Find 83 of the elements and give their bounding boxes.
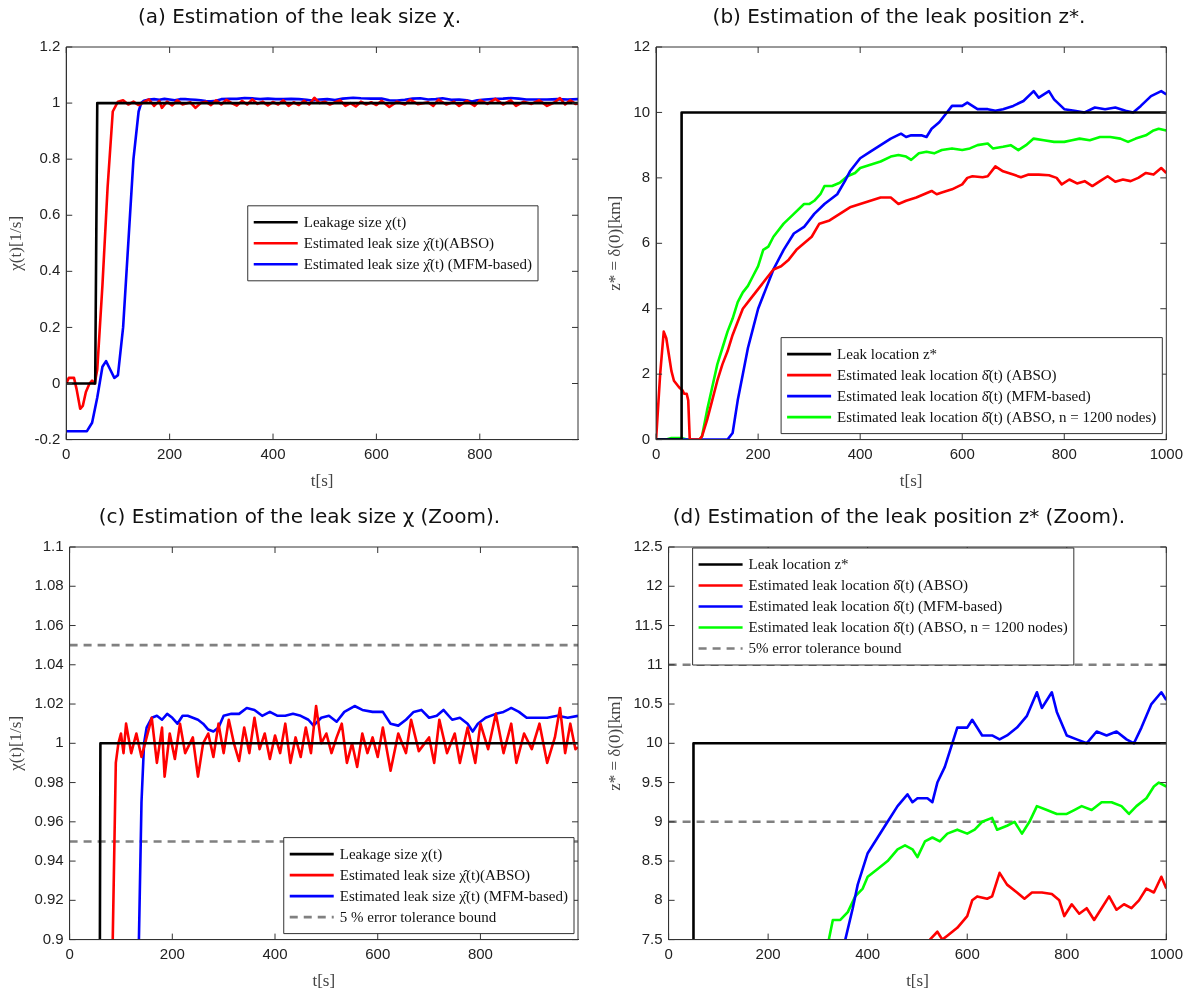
y-tick-label: 10.5 — [633, 694, 663, 712]
legend-label: Leak location z* — [837, 346, 938, 363]
x-tick-label: 200 — [157, 444, 183, 462]
legend-label: 5 % error tolerance bound — [339, 909, 497, 926]
x-tick-label: 600 — [954, 944, 980, 962]
x-axis-title: t[s] — [906, 971, 929, 991]
y-tick-label: -0.2 — [34, 429, 61, 447]
y-tick-label: 10 — [633, 102, 651, 120]
y-tick-label: 11.5 — [634, 615, 663, 633]
legend-label: Leakage size χ(t) — [339, 846, 443, 864]
x-tick-label: 200 — [159, 944, 185, 962]
x-tick-label: 200 — [745, 444, 771, 462]
chart-title: (c) Estimation of the leak size χ (Zoom). — [97, 503, 502, 530]
x-tick-label: 200 — [755, 944, 781, 962]
x-axis-title: t[s] — [312, 971, 336, 991]
x-tick-label: 1000 — [1149, 444, 1183, 462]
chart-title: (b) Estimation of the leak position z*. — [711, 3, 1087, 30]
y-tick-label: 0.92 — [34, 890, 64, 908]
legend-label: Estimated leak location δ̂(t) (ABSO) — [748, 577, 969, 595]
y-tick-label: 0 — [641, 429, 651, 447]
legend-label: Estimated leak location δ̂(t) (ABSO, n = 1200 nodes) — [837, 409, 1157, 427]
y-tick-label: 0.94 — [34, 851, 64, 869]
x-tick-label: 400 — [260, 444, 286, 462]
y-tick-label: 1.2 — [39, 37, 61, 55]
y-tick-label: 1.04 — [34, 654, 64, 672]
y-tick-label: 0 — [51, 373, 61, 391]
y-tick-label: 0.98 — [34, 772, 64, 790]
legend-label: Estimated leak size χ̂(t)(ABSO) — [339, 867, 531, 885]
y-tick-label: 1.06 — [34, 615, 64, 633]
x-tick-label: 400 — [847, 444, 873, 462]
legend-label: Estimated leak location δ̂(t) (MFM-based) — [837, 388, 1091, 406]
legend-label: Estimated leak size χ̂(t) (MFM-based) — [339, 888, 569, 906]
y-tick-label: 1 — [51, 93, 61, 111]
y-tick-label: 1.08 — [34, 576, 64, 594]
y-tick-label: 2 — [641, 364, 651, 382]
x-tick-label: 600 — [949, 444, 975, 462]
legend-label: Estimated leak size χ̂(t)(ABSO) — [303, 235, 495, 253]
y-tick-label: 8 — [641, 168, 651, 186]
y-axis-title: z* = δ(0)[km] — [604, 695, 624, 791]
y-tick-label: 4 — [641, 298, 651, 316]
y-tick-label: 0.6 — [39, 205, 61, 223]
y-tick-label: 8.5 — [641, 851, 663, 869]
x-axis-title: t[s] — [899, 471, 923, 491]
y-tick-label: 12 — [645, 576, 663, 594]
x-tick-label: 800 — [1054, 944, 1080, 962]
y-tick-label: 6 — [641, 233, 651, 251]
y-tick-label: 11 — [647, 654, 663, 672]
legend-label: Estimated leak location δ̂(t) (ABSO) — [837, 367, 1057, 385]
y-tick-label: 0.8 — [39, 149, 61, 167]
y-tick-label: 7.5 — [641, 929, 663, 947]
y-tick-label: 1.1 — [42, 537, 64, 555]
y-tick-label: 1 — [55, 733, 64, 751]
y-tick-label: 1.02 — [34, 694, 64, 712]
legend-label: Estimated leak size χ̂(t) (MFM-based) — [303, 256, 533, 274]
legend-label: Leak location z* — [748, 556, 849, 573]
y-tick-label: 10 — [645, 733, 663, 751]
y-tick-label: 0.4 — [39, 261, 61, 279]
x-axis-title: t[s] — [310, 471, 334, 491]
y-tick-label: 12 — [633, 37, 651, 55]
y-axis-title: z* = δ(0)[km] — [604, 195, 624, 291]
chart-title: (a) Estimation of the leak size χ. — [137, 3, 462, 30]
x-tick-label: 600 — [363, 444, 389, 462]
y-tick-label: 0.96 — [34, 811, 64, 829]
legend-label: Leakage size χ(t) — [303, 214, 407, 232]
legend-label: Estimated leak location δ̂(t) (ABSO, n = 1200 nodes) — [748, 619, 1068, 637]
y-axis-title: χ(t)[1/s] — [5, 215, 25, 272]
chart-title: (d) Estimation of the leak position z* (Zoom). — [671, 503, 1127, 530]
y-tick-label: 0.2 — [39, 317, 61, 335]
x-tick-label: 800 — [1051, 444, 1077, 462]
y-tick-label: 12.5 — [633, 537, 663, 555]
y-tick-label: 9 — [654, 811, 663, 829]
legend-label: Estimated leak location δ̂(t) (MFM-based) — [748, 598, 1003, 616]
legend-label: 5% error tolerance bound — [748, 640, 902, 657]
y-tick-label: 8 — [654, 890, 663, 908]
y-axis-title: χ(t)[1/s] — [5, 715, 25, 772]
x-tick-label: 800 — [467, 944, 493, 962]
x-tick-label: 400 — [262, 944, 288, 962]
y-tick-label: 0.9 — [42, 929, 64, 947]
x-tick-label: 600 — [365, 944, 391, 962]
x-tick-label: 800 — [467, 444, 493, 462]
y-tick-label: 9.5 — [641, 772, 663, 790]
x-tick-label: 400 — [855, 944, 881, 962]
x-tick-label: 1000 — [1149, 944, 1183, 962]
